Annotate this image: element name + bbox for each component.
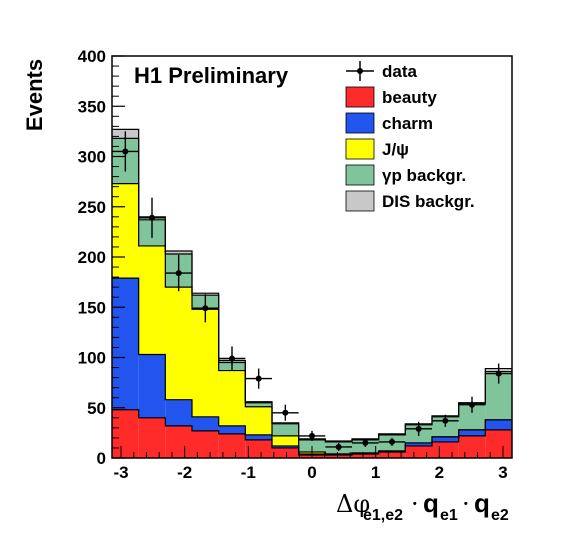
- x-title-q2: q: [474, 488, 490, 518]
- x-title-delta-phi: Δφ: [336, 490, 370, 518]
- y-tick-label-8: 400: [78, 47, 106, 66]
- data-point-8: [335, 443, 342, 450]
- bar-beauty-0: [112, 409, 139, 458]
- bar-beauty-14: [485, 429, 512, 458]
- legend-swatch-4: [345, 164, 375, 186]
- x-title-sub1: e1,e2: [363, 507, 403, 524]
- y-tick-label-6: 300: [78, 148, 106, 167]
- bar-charm-0: [112, 278, 139, 410]
- data-point-0: [122, 148, 129, 155]
- data-point-5: [255, 375, 262, 382]
- bar-j--6: [272, 435, 299, 446]
- legend-label-1: beauty: [382, 88, 437, 107]
- data-point-1: [149, 214, 155, 221]
- bar-j--0: [112, 183, 139, 279]
- y-tick-label-1: 50: [87, 399, 106, 418]
- x-axis-title: Δφ e1,e2 · q e1 · q e2: [336, 488, 509, 524]
- bar-charm-5: [245, 434, 272, 440]
- data-point-10: [389, 438, 395, 445]
- bar-beauty-3: [192, 430, 219, 458]
- data-point-12: [442, 417, 449, 424]
- bar-charm-14: [485, 419, 512, 430]
- legend-label-0: data: [382, 62, 418, 81]
- legend-label-3: J/ψ: [382, 140, 409, 159]
- x-tick-label-0: -3: [113, 463, 128, 482]
- bar-j--3: [192, 309, 219, 417]
- x-title-dot1: ·: [411, 490, 419, 518]
- bar-charm-1: [138, 354, 166, 418]
- tick-labels: 0 50 100 150 200 250 300 350 400 -3 -2 -1 0 1 2 3: [78, 47, 508, 482]
- data-point-13: [469, 401, 475, 408]
- legend-swatch-2: [345, 112, 375, 134]
- y-tick-label-7: 350: [78, 97, 106, 116]
- bar-beauty-5: [245, 439, 272, 458]
- legend-swatch-5: [345, 190, 375, 212]
- y-tick-label-3: 150: [78, 298, 106, 317]
- bar--p-backgr--7: [298, 439, 326, 452]
- bar-dis-backgr--2: [165, 250, 192, 254]
- bar-beauty-8: [325, 454, 352, 458]
- y-axis-title: Events: [22, 59, 47, 131]
- x-tick-label-1: -2: [177, 463, 192, 482]
- bar-beauty-6: [272, 447, 299, 458]
- bar-beauty-9: [352, 453, 379, 458]
- bar--p-backgr--5: [245, 402, 272, 407]
- bar-beauty-11: [405, 445, 432, 458]
- x-title-q1: q: [423, 488, 439, 518]
- y-tick-label-0: 0: [97, 449, 106, 468]
- legend-data-marker: [357, 68, 363, 74]
- bar-beauty-12: [432, 441, 459, 458]
- bar-j--5: [245, 406, 272, 435]
- bar-charm-6: [272, 445, 299, 448]
- bar-charm-11: [405, 442, 432, 446]
- bar-charm-13: [458, 429, 486, 436]
- x-tick-label-4: 1: [371, 463, 380, 482]
- data-point-6: [282, 409, 289, 416]
- chart-title: H1 Preliminary: [134, 63, 289, 88]
- legend-label-2: charm: [382, 114, 433, 133]
- legend: data beauty charm J/ψ γp backgr. DIS backgr.: [345, 61, 475, 212]
- data-point-7: [309, 432, 315, 439]
- bar-charm-2: [165, 399, 192, 426]
- data-point-3: [202, 305, 209, 312]
- data-point-4: [229, 355, 235, 362]
- bar-charm-4: [218, 425, 246, 434]
- y-tick-label-5: 250: [78, 198, 106, 217]
- x-title-sub2: e1: [440, 507, 458, 524]
- bar-beauty-2: [165, 425, 192, 458]
- x-tick-label-2: -1: [241, 463, 256, 482]
- legend-label-4: γp backgr.: [382, 166, 466, 185]
- x-title-sub3: e2: [491, 507, 509, 524]
- bar--p-backgr--6: [272, 423, 299, 436]
- data-point-14: [495, 370, 502, 377]
- bar-j--1: [138, 245, 166, 355]
- legend-label-5: DIS backgr.: [382, 192, 475, 211]
- bar-j--4: [218, 370, 246, 426]
- legend-swatch-1: [345, 86, 375, 108]
- data-point-2: [175, 270, 182, 277]
- x-tick-label-6: 3: [498, 463, 507, 482]
- axis-ticks: [112, 55, 504, 459]
- data-point-11: [415, 425, 422, 432]
- data-point-9: [362, 439, 369, 446]
- legend-swatch-3: [345, 138, 375, 160]
- bar-j--2: [165, 287, 192, 400]
- bar-charm-3: [192, 416, 219, 431]
- data-points: [112, 131, 512, 451]
- bar-beauty-1: [138, 417, 166, 458]
- stacked-bars: [112, 128, 512, 458]
- bar-beauty-10: [378, 451, 406, 458]
- y-tick-label-2: 100: [78, 349, 106, 368]
- bar-beauty-13: [458, 435, 486, 458]
- x-title-dot2: ·: [462, 490, 470, 518]
- x-tick-label-3: 0: [307, 463, 316, 482]
- y-tick-label-4: 200: [78, 248, 106, 267]
- outline-0: [112, 409, 512, 456]
- x-tick-label-5: 2: [435, 463, 444, 482]
- bar-charm-12: [432, 436, 459, 442]
- bar--p-backgr--12: [432, 416, 459, 437]
